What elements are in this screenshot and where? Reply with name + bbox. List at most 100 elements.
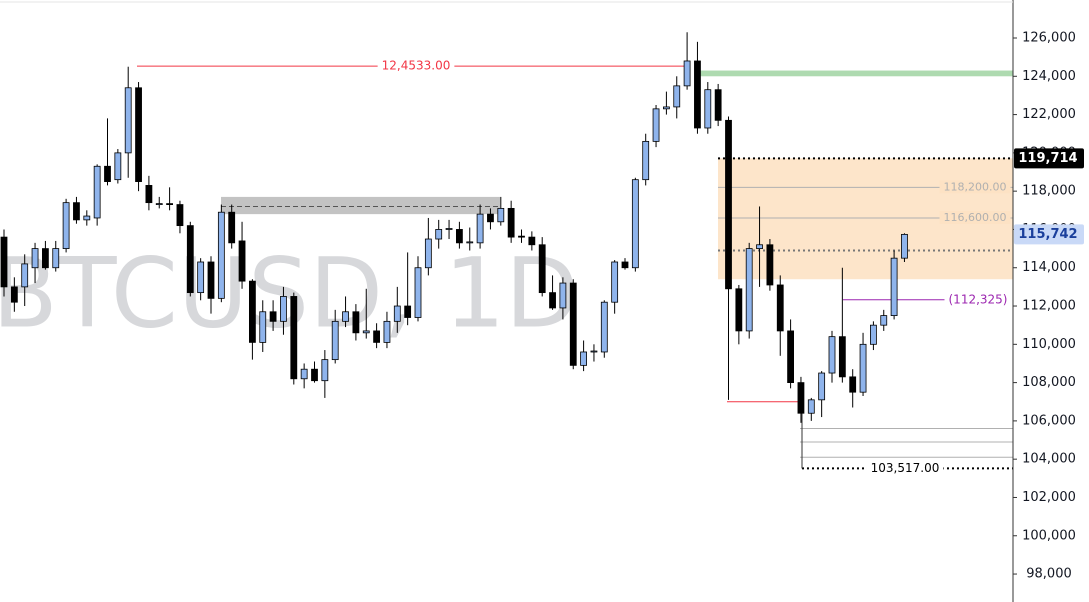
level-label: 116,600.00 (944, 211, 1007, 224)
candle-body (611, 261, 619, 303)
candle-body (673, 85, 681, 108)
candle-body (838, 336, 846, 378)
candle-body (859, 343, 867, 393)
candle-body (600, 301, 608, 353)
candle-body (383, 320, 391, 343)
y-tick-label: 126,000 (1022, 31, 1076, 46)
candle-body (424, 238, 432, 269)
candle-body (818, 372, 826, 401)
level-label: 118,200.00 (944, 180, 1007, 193)
candle-body (466, 241, 474, 244)
candle-body (901, 233, 908, 259)
candle-body (725, 119, 732, 290)
y-tick-label: 104,000 (1022, 452, 1076, 467)
candle-body (280, 296, 287, 322)
candle-body (756, 244, 763, 249)
candle-body (870, 324, 877, 345)
candle-body (300, 368, 308, 380)
candle-body (207, 261, 215, 299)
candle-body (238, 240, 246, 282)
candle-body (217, 211, 225, 299)
candle-body (476, 213, 484, 244)
candle-body (445, 228, 453, 230)
candle-body (104, 165, 111, 182)
candle-body (507, 207, 515, 238)
candle-body (73, 202, 80, 221)
candle-body (124, 87, 132, 154)
y-tick-label: 100,000 (1022, 528, 1076, 543)
level-label: (112,325) (949, 292, 1008, 306)
y-tick-label: 118,000 (1022, 184, 1076, 199)
candle-body (166, 203, 174, 206)
candle-body (145, 185, 153, 204)
candle-body (155, 203, 163, 206)
candle-body (766, 244, 774, 286)
candle-body (714, 89, 722, 121)
candle-body (621, 261, 629, 269)
y-tick-label: 124,000 (1022, 69, 1076, 84)
candle-body (311, 368, 318, 382)
candle-body (176, 204, 184, 227)
candle-body (259, 311, 267, 343)
candle-body (735, 288, 743, 332)
candle-body (528, 236, 536, 246)
candle-body (590, 350, 598, 353)
price-tag (1014, 148, 1084, 169)
label-bg (944, 292, 1012, 307)
candle-body (186, 225, 194, 294)
candle-body (849, 376, 857, 393)
candle-body (807, 399, 815, 414)
candle-body (787, 330, 794, 384)
price-tag (1014, 224, 1084, 245)
candle-body (373, 330, 381, 343)
label-bg (939, 210, 1011, 224)
candle-body (569, 282, 577, 366)
y-tick-label: 114,000 (1022, 260, 1076, 275)
candle-body (487, 213, 494, 223)
label-bg (939, 180, 1011, 194)
candle-body (248, 280, 256, 343)
level-label: 12,4533.00 (382, 59, 451, 73)
y-tick-label: 98,000 (1026, 567, 1072, 582)
candle-body (31, 248, 39, 269)
candle-body (776, 284, 784, 332)
candle-body (745, 248, 753, 332)
candle-body (93, 165, 101, 219)
candle-body (362, 330, 370, 334)
candle-body (393, 305, 401, 322)
candle-body (352, 311, 360, 334)
y-tick-label: 108,000 (1022, 375, 1076, 390)
candle-body (797, 382, 805, 414)
candle-body (890, 257, 898, 316)
candle-body (435, 229, 443, 240)
candle-body (518, 235, 525, 238)
y-tick-label: 122,000 (1022, 107, 1076, 122)
candle-body (404, 305, 412, 318)
candle-body (197, 261, 205, 294)
zone (700, 70, 1013, 77)
candle-body (704, 89, 712, 129)
candle-body (42, 248, 49, 269)
candle-body (538, 244, 546, 294)
label-bg (377, 58, 455, 73)
candle-body (331, 320, 339, 361)
axis-bg (1013, 0, 1089, 602)
y-tick-label: 110,000 (1022, 337, 1076, 352)
candle-body (559, 282, 567, 309)
candle-body (62, 202, 70, 249)
price-tag-label: 119,714 (1018, 151, 1077, 166)
candle-body (228, 211, 236, 244)
candle-body (290, 296, 298, 380)
candle-body (642, 140, 650, 181)
candle-body (0, 236, 8, 288)
candle-body (114, 152, 122, 181)
label-bg (866, 460, 944, 475)
candle-body (414, 267, 422, 318)
watermark: BTCUSD, 1D (0, 237, 579, 349)
candle-body (52, 248, 60, 269)
price-tag-label: 115,742 (1018, 227, 1077, 242)
candle-body (580, 351, 587, 366)
zone (221, 196, 500, 215)
candle-body (83, 215, 91, 221)
